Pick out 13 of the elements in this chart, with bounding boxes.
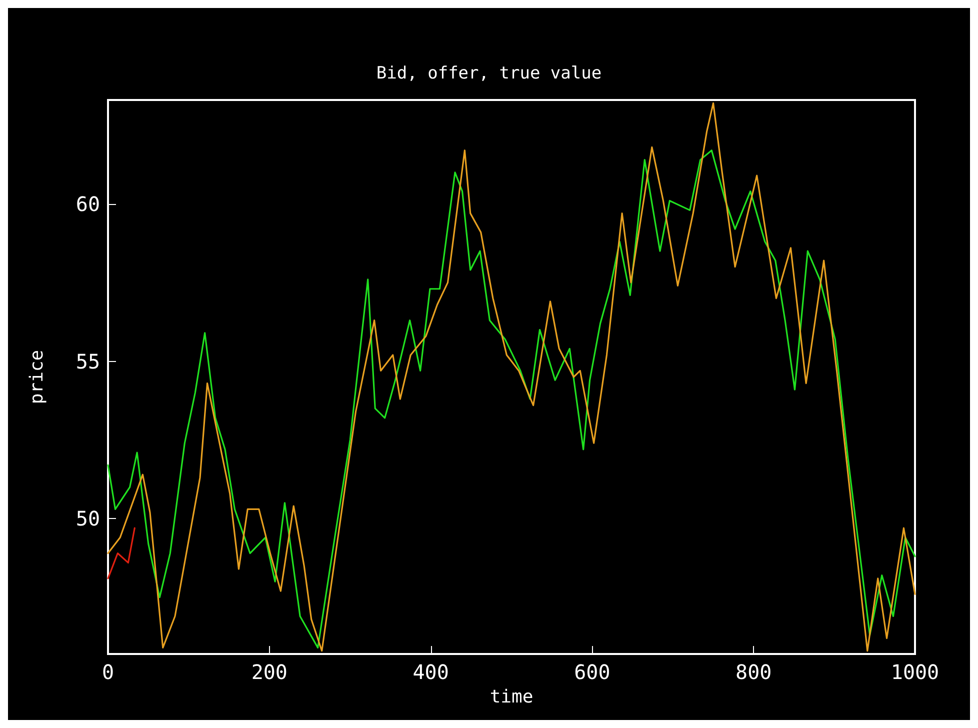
- y-axis-title: price: [26, 350, 48, 404]
- x-tick-label: 1000: [890, 660, 940, 684]
- x-tick-label: 400: [412, 660, 449, 684]
- x-tick-label: 0: [102, 660, 114, 684]
- y-tick-label: 55: [76, 349, 100, 374]
- chart-title: Bid, offer, true value: [376, 64, 602, 84]
- y-tick-label: 50: [76, 506, 100, 531]
- x-tick-label: 800: [736, 660, 772, 684]
- x-tick-label: 600: [574, 660, 610, 684]
- line-series: [107, 527, 136, 580]
- x-tick-label: 200: [251, 660, 288, 684]
- y-tick-label: 60: [76, 192, 100, 216]
- x-axis-title: time: [490, 686, 534, 708]
